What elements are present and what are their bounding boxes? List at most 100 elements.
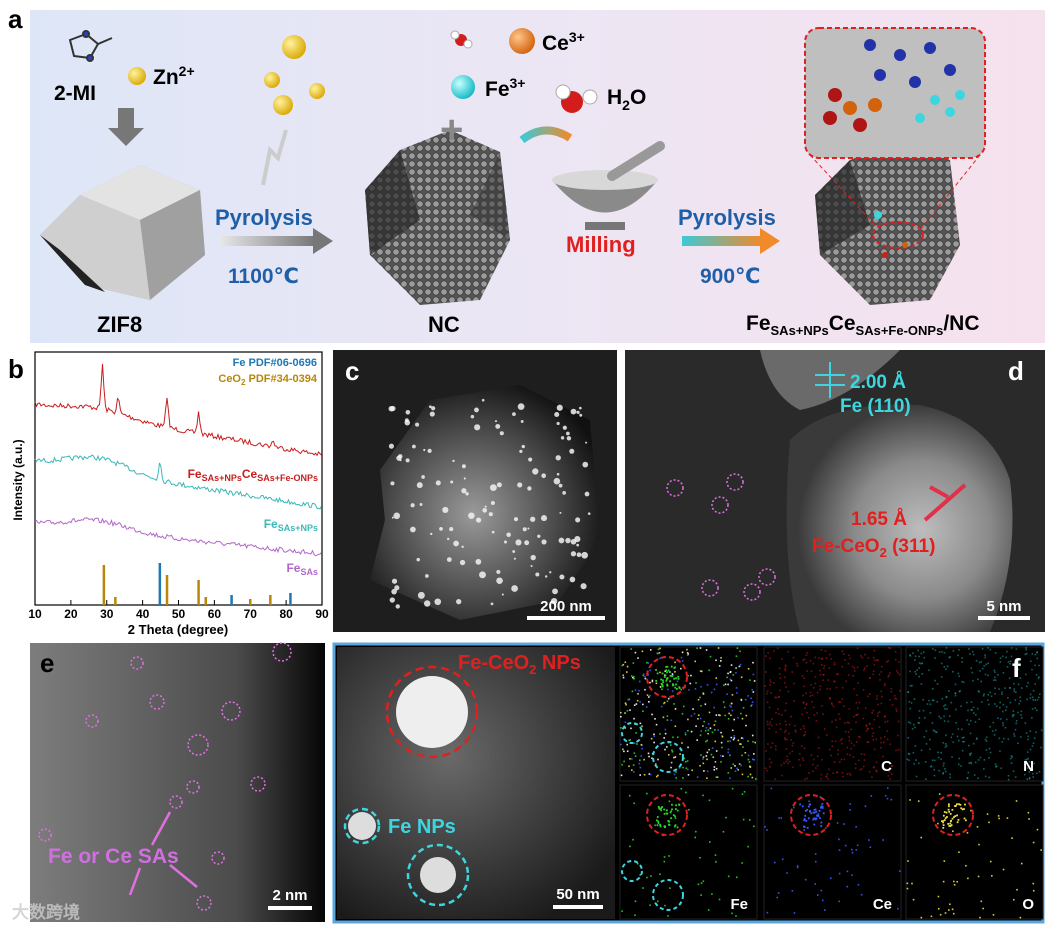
- eds-pixel: [951, 908, 954, 911]
- eds-pixel: [644, 688, 646, 691]
- ion-icon: [264, 72, 280, 88]
- eds-pixel: [1016, 888, 1018, 891]
- eds-pixel: [911, 882, 913, 885]
- eds-pixel: [784, 720, 787, 723]
- eds-pixel: [715, 776, 718, 778]
- scale-label: 5 nm: [986, 598, 1021, 615]
- eds-pixel: [913, 698, 916, 700]
- eds-pixel: [849, 803, 852, 805]
- eds-pixel: [803, 829, 806, 831]
- eds-pixel: [839, 761, 841, 763]
- eds-pixel: [684, 732, 687, 734]
- eds-pixel: [697, 714, 700, 717]
- formula-subscript: SAs: [300, 567, 318, 577]
- eds-pixel: [853, 744, 855, 747]
- eds-pixel: [923, 736, 926, 738]
- eds-pixel: [624, 702, 627, 705]
- eds-pixel: [989, 751, 992, 754]
- eds-pixel: [670, 817, 673, 820]
- eds-pixel: [667, 697, 670, 700]
- eds-pixel: [969, 732, 972, 735]
- eds-pixel: [847, 662, 850, 665]
- eds-pixel: [1004, 709, 1007, 712]
- eds-pixel: [820, 664, 823, 666]
- eds-pixel: [812, 811, 815, 814]
- region-marker: [646, 656, 688, 698]
- nanoparticle: [439, 526, 443, 531]
- eds-pixel: [942, 826, 945, 829]
- eds-pixel: [957, 818, 960, 821]
- eds-pixel: [784, 737, 786, 739]
- eds-pixel: [862, 689, 865, 691]
- nanoparticle: [391, 578, 398, 584]
- eds-pixel: [953, 880, 955, 883]
- ion-icon: [128, 67, 146, 85]
- arrow: [313, 228, 333, 254]
- eds-pixel: [1017, 711, 1019, 714]
- nanoparticle: [532, 468, 539, 475]
- eds-pixel: [715, 683, 718, 686]
- nanoparticle: [489, 484, 497, 492]
- nanoparticle: [394, 585, 400, 591]
- eds-pixel: [715, 750, 718, 752]
- eds-pixel: [856, 714, 858, 716]
- nanoparticle: [481, 398, 485, 402]
- eds-pixel: [1013, 688, 1016, 690]
- eds-pixel: [672, 674, 674, 676]
- nanoparticle: [581, 551, 588, 559]
- eds-pixel: [752, 740, 754, 743]
- eds-pixel: [812, 763, 814, 766]
- eds-pixel: [945, 696, 948, 699]
- eds-pixel: [661, 685, 664, 688]
- eds-pixel: [974, 721, 977, 723]
- eds-pixel: [944, 704, 947, 706]
- ion-label: Ce3+: [542, 29, 585, 55]
- eds-pixel: [895, 708, 898, 710]
- eds-pixel: [852, 756, 855, 758]
- eds-pixel: [876, 715, 879, 717]
- eds-pixel: [638, 680, 641, 683]
- eds-pixel: [801, 713, 804, 716]
- eds-pixel: [734, 770, 737, 772]
- eds-pixel: [768, 723, 771, 726]
- eds-pixel: [770, 681, 772, 683]
- nanoparticle: [494, 420, 498, 423]
- eds-pixel: [828, 768, 830, 771]
- eds-pixel: [649, 681, 651, 684]
- eds-pixel: [650, 737, 653, 740]
- eds-pixel: [688, 808, 690, 811]
- eds-pixel: [620, 743, 622, 746]
- nanoparticle: [474, 407, 479, 413]
- eds-pixel: [1000, 718, 1002, 720]
- eds-pixel: [714, 720, 717, 723]
- eds-pixel: [985, 663, 987, 666]
- eds-pixel: [857, 713, 859, 715]
- eds-pixel: [747, 740, 749, 742]
- eds-pixel: [829, 697, 832, 700]
- nanoparticle: [549, 571, 552, 574]
- eds-pixel: [1002, 703, 1005, 706]
- nanoparticle: [513, 517, 519, 522]
- eds-pixel: [722, 830, 725, 833]
- eds-pixel: [1002, 724, 1004, 727]
- plus-sign: +: [440, 108, 463, 152]
- eds-pixel: [665, 746, 668, 748]
- eds-pixel: [742, 818, 745, 821]
- eds-pixel: [671, 675, 674, 678]
- eds-pixel: [711, 731, 714, 734]
- eds-pixel: [785, 729, 787, 732]
- eds-pixel: [729, 740, 731, 742]
- eds-pixel: [1034, 707, 1037, 709]
- eds-pixel: [829, 653, 831, 656]
- nanoparticle: [552, 588, 558, 595]
- eds-pixel: [968, 723, 970, 726]
- eds-pixel: [681, 712, 684, 715]
- eds-pixel: [1001, 693, 1003, 696]
- eds-pixel: [855, 849, 858, 851]
- eds-pixel: [971, 709, 973, 711]
- evaporation-icon: [261, 129, 288, 186]
- eds-pixel: [620, 727, 622, 729]
- eds-pixel: [967, 709, 969, 712]
- nanoparticle: [556, 472, 560, 476]
- formula-part: Fe-CeO: [812, 536, 880, 557]
